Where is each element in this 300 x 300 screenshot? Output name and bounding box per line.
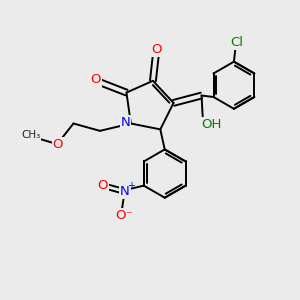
Text: O: O — [52, 138, 63, 151]
Text: N: N — [120, 185, 130, 198]
Text: O: O — [90, 73, 101, 86]
Text: CH₃: CH₃ — [21, 130, 40, 140]
Text: Cl: Cl — [230, 36, 243, 49]
Text: OH: OH — [201, 118, 221, 131]
Text: O: O — [115, 209, 125, 223]
Text: N: N — [121, 116, 130, 129]
Text: +: + — [127, 181, 135, 191]
Text: ⁻: ⁻ — [125, 209, 131, 223]
Text: O: O — [97, 179, 108, 192]
Text: O: O — [152, 43, 162, 56]
